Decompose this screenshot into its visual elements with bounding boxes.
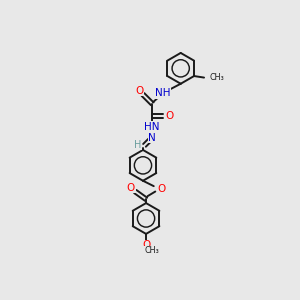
Text: H: H xyxy=(134,140,141,150)
Text: O: O xyxy=(127,183,135,193)
Text: O: O xyxy=(158,184,166,194)
Text: CH₃: CH₃ xyxy=(209,73,224,82)
Text: O: O xyxy=(135,86,143,96)
Text: N: N xyxy=(148,133,156,142)
Text: O: O xyxy=(165,111,173,121)
Text: O: O xyxy=(142,240,150,250)
Text: CH₃: CH₃ xyxy=(145,246,160,255)
Text: NH: NH xyxy=(155,88,171,98)
Text: HN: HN xyxy=(145,122,160,132)
